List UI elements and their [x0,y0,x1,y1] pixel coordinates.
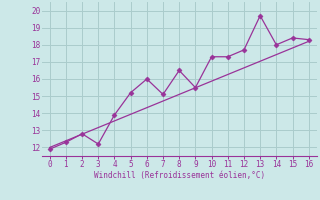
X-axis label: Windchill (Refroidissement éolien,°C): Windchill (Refroidissement éolien,°C) [94,171,265,180]
